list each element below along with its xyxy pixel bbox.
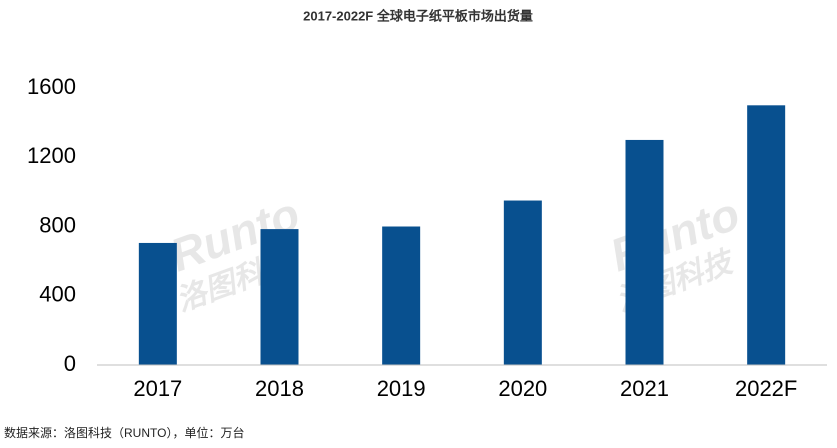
bar (382, 226, 421, 365)
source-note: 数据来源：洛图科技（RUNTO），单位：万台 (4, 425, 244, 440)
x-tick-label: 2017 (133, 376, 182, 401)
y-tick-label: 400 (39, 282, 76, 307)
x-tick-label: 2020 (498, 376, 547, 401)
bar (260, 229, 299, 365)
y-tick-label: 1600 (27, 74, 76, 99)
x-tick-label: 2022F (735, 376, 797, 401)
y-tick-label: 0 (64, 351, 76, 376)
bar (503, 200, 542, 365)
x-tick-label: 2021 (620, 376, 669, 401)
y-tick-label: 1200 (27, 143, 76, 168)
x-tick-label: 2019 (377, 376, 426, 401)
x-tick-label: 2018 (255, 376, 304, 401)
y-tick-label: 800 (39, 212, 76, 237)
bar (747, 105, 786, 365)
bar (138, 242, 177, 365)
chart-title: 2017-2022F 全球电子纸平板市场出货量 (303, 8, 533, 23)
bar (625, 139, 664, 365)
